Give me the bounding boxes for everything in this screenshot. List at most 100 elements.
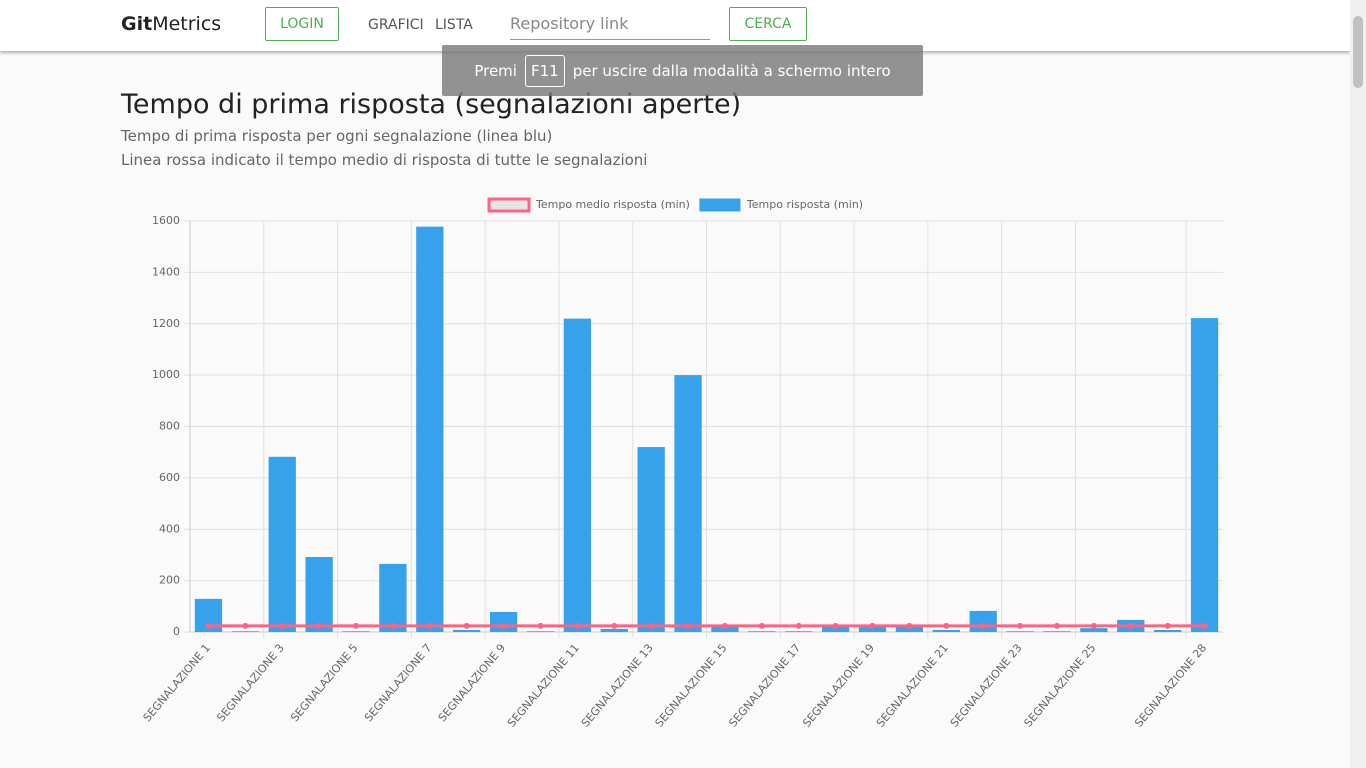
navbar: GitMetrics LOGIN GRAFICI LISTA Repositor…	[0, 0, 1350, 51]
x-tick-label: SEGNALAZIONE 15	[653, 642, 730, 730]
line-point	[685, 622, 692, 629]
line-point	[758, 622, 765, 629]
line-point	[537, 622, 544, 629]
toast-text: Premi	[474, 61, 517, 80]
y-tick-label: 600	[159, 471, 180, 484]
x-tick-label: SEGNALAZIONE 3	[214, 642, 286, 725]
bar	[231, 631, 259, 632]
line-point	[1164, 622, 1171, 629]
line-point	[574, 622, 581, 629]
subtitle: Linea rossa indicato il tempo medio di r…	[121, 151, 648, 169]
bar	[379, 563, 407, 632]
search-button[interactable]: CERCA	[729, 7, 807, 41]
y-tick-label: 200	[159, 574, 180, 587]
brand[interactable]: GitMetrics	[121, 13, 221, 35]
x-tick-label: SEGNALAZIONE 19	[800, 642, 877, 730]
x-tick-label: SEGNALAZIONE 28	[1132, 642, 1209, 730]
x-tick-label: SEGNALAZIONE 1	[141, 642, 213, 725]
line-point	[500, 622, 507, 629]
line-point	[316, 622, 323, 629]
legend-swatch	[699, 198, 741, 212]
bar	[821, 626, 850, 632]
subtitle: Tempo di prima risposta per ogni segnala…	[121, 127, 553, 145]
bar	[453, 629, 481, 632]
line-point	[795, 622, 802, 629]
x-tick-label: SEGNALAZIONE 17	[726, 642, 803, 730]
line-point	[943, 622, 950, 629]
bar	[563, 318, 592, 632]
legend-swatch	[487, 197, 531, 213]
fullscreen-toast: Premi F11 per uscire dalla modalità a sche…	[442, 45, 923, 96]
bar	[711, 626, 739, 632]
x-tick-label: SEGNALAZIONE 7	[362, 642, 434, 725]
y-tick-label: 1600	[152, 214, 180, 227]
y-tick-label: 400	[159, 522, 180, 535]
y-tick-label: 1000	[152, 368, 180, 381]
bar	[1006, 631, 1034, 632]
line-point	[389, 622, 396, 629]
bar	[305, 556, 333, 632]
bar	[1043, 631, 1071, 632]
bar	[785, 631, 813, 632]
brand-rest[interactable]: Metrics	[152, 13, 222, 35]
brand-bold[interactable]: Git	[121, 13, 153, 35]
line-point	[1017, 622, 1024, 629]
bar	[932, 629, 960, 632]
line-point	[205, 622, 212, 629]
x-tick-label: SEGNALAZIONE 5	[288, 642, 360, 725]
bar	[969, 610, 997, 632]
line-point	[1090, 622, 1097, 629]
bar	[748, 631, 776, 632]
toast-key: F11	[524, 54, 565, 87]
line-point	[906, 622, 913, 629]
bar	[416, 226, 444, 632]
bar	[1154, 629, 1182, 632]
x-tick-label: SEGNALAZIONE 25	[1022, 642, 1099, 730]
bar	[895, 626, 924, 632]
line-point	[832, 622, 839, 629]
legend-label: Tempo risposta (min)	[746, 198, 863, 211]
scrollbar[interactable]	[1350, 0, 1366, 768]
toast-text: per uscire dalla modalità a schermo inte…	[572, 61, 891, 80]
bar	[674, 375, 702, 632]
bar	[600, 628, 628, 632]
y-tick-label: 1400	[152, 265, 180, 278]
x-tick-label: SEGNALAZIONE 23	[948, 642, 1025, 730]
bar	[1190, 318, 1219, 632]
bar	[489, 611, 518, 632]
bar	[342, 631, 370, 632]
bar	[268, 456, 296, 632]
line-point	[426, 622, 433, 629]
search-input[interactable]: Repository link	[510, 14, 710, 40]
x-tick-label: SEGNALAZIONE 21	[874, 642, 951, 730]
line-point	[980, 622, 987, 629]
bar	[858, 626, 887, 632]
line-point	[279, 622, 286, 629]
line-point	[463, 622, 470, 629]
y-tick-label: 1200	[152, 317, 180, 330]
nav-link[interactable]: GRAFICI	[368, 17, 424, 33]
line-point	[353, 622, 360, 629]
x-tick-label: SEGNALAZIONE 13	[579, 642, 656, 730]
bar	[526, 631, 555, 632]
scrollbar-thumb[interactable]	[1353, 16, 1363, 88]
x-tick-label: SEGNALAZIONE 9	[436, 642, 508, 725]
line-point	[1127, 622, 1134, 629]
line-point	[721, 622, 728, 629]
legend-label: Tempo medio risposta (min)	[535, 198, 690, 211]
line-point	[648, 622, 655, 629]
nav-link[interactable]: LISTA	[435, 17, 473, 33]
line-point	[611, 622, 618, 629]
line-point	[869, 622, 876, 629]
y-tick-label: 0	[173, 625, 180, 638]
bar	[1080, 628, 1108, 632]
y-tick-label: 800	[159, 420, 180, 433]
bar	[637, 447, 665, 632]
line-point	[1201, 622, 1208, 629]
line-point	[242, 622, 249, 629]
line-point	[1053, 622, 1060, 629]
x-tick-label: SEGNALAZIONE 11	[505, 642, 582, 730]
login-button[interactable]: LOGIN	[265, 7, 339, 41]
